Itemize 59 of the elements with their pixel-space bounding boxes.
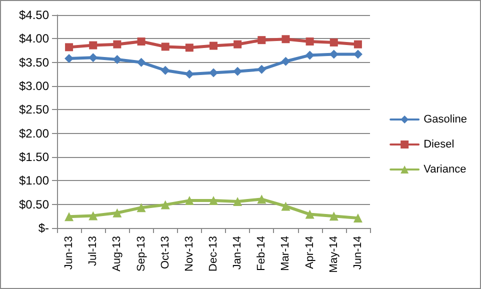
point — [330, 38, 338, 46]
point — [89, 41, 98, 50]
x-tick-label: Apr-14 — [304, 236, 316, 270]
point — [306, 38, 314, 46]
y-tick-label: $- — [38, 221, 49, 235]
point — [209, 68, 218, 78]
point — [184, 70, 194, 79]
y-tick-label: $1.00 — [18, 174, 50, 188]
point — [329, 212, 338, 221]
y-tick-label: $3.00 — [18, 79, 50, 93]
legend-label: Diesel — [424, 138, 454, 150]
point — [258, 36, 266, 44]
point — [113, 40, 122, 48]
point — [209, 196, 218, 206]
point — [112, 208, 122, 218]
legend-label: Gasoline — [424, 114, 468, 126]
point — [161, 42, 170, 51]
point — [65, 43, 74, 52]
point — [137, 38, 146, 46]
x-tick-label: Aug-13 — [111, 236, 124, 272]
x-tick-label: Nov-13 — [183, 236, 196, 272]
point — [233, 196, 242, 206]
point — [282, 35, 290, 44]
point — [112, 54, 122, 64]
y-tick-label: $2.00 — [18, 126, 50, 140]
point — [353, 214, 362, 223]
point — [210, 42, 218, 50]
point — [281, 202, 290, 211]
x-tick-label: May-14 — [328, 236, 340, 273]
x-tick-label: Jun-13 — [63, 236, 76, 270]
x-tick-label: Jul-13 — [87, 236, 100, 266]
point — [354, 40, 362, 48]
x-tick-label: Feb-14 — [256, 236, 268, 271]
y-tick-label: $0.50 — [18, 197, 50, 212]
point — [257, 64, 266, 74]
y-tick-label: $2.50 — [18, 102, 50, 117]
point — [281, 56, 290, 66]
x-tick-label: Dec-13 — [208, 236, 220, 272]
x-tick-label: Jun-14 — [352, 236, 364, 270]
point — [257, 194, 266, 204]
y-tick-label: $4.00 — [18, 32, 50, 46]
point — [234, 40, 242, 48]
point — [160, 66, 170, 75]
legend-label: Variance — [424, 164, 466, 176]
point — [184, 196, 194, 206]
x-tick-label: Sep-13 — [135, 236, 148, 272]
point — [185, 44, 194, 52]
y-tick-label: $3.50 — [18, 55, 50, 70]
point — [136, 203, 146, 212]
y-tick-label: $1.50 — [18, 150, 50, 164]
x-tick-label: Jan-14 — [232, 236, 244, 270]
point — [88, 211, 98, 220]
point — [160, 200, 170, 210]
point — [136, 58, 146, 67]
point — [64, 212, 74, 222]
x-tick-label: Oct-13 — [159, 236, 172, 270]
y-tick-label: $4.50 — [18, 8, 50, 22]
x-tick-label: Mar-14 — [280, 236, 292, 271]
point — [305, 210, 314, 219]
